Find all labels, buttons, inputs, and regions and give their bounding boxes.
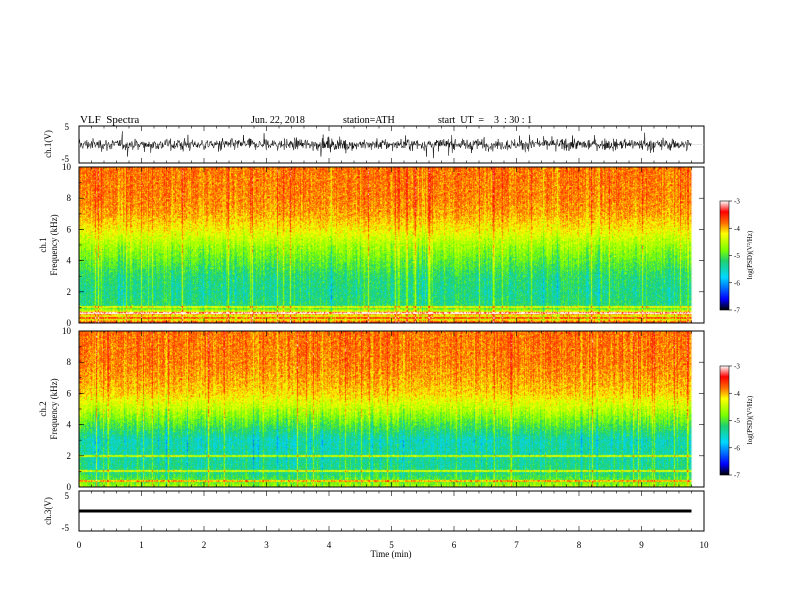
- spec2-yticks: 0 2 4 6 8 10: [62, 326, 704, 492]
- colorbar-1-ticks: -3 -4 -5 -6 -7: [729, 198, 740, 315]
- y-tick-label: 2: [67, 451, 72, 461]
- spec2-heatmap: [79, 331, 694, 487]
- x-tick-label: 5: [389, 540, 394, 550]
- ch1-spectrogram-panel: 0 2 4 6 8 10 ch.1 Frequency (kHz): [38, 162, 705, 328]
- ch3-time-ticks: [78, 491, 705, 531]
- y-tick-label: 10: [62, 162, 72, 172]
- spec1-canvas-wrap: [79, 167, 694, 323]
- ch1-ylabel: ch.1(V): [43, 130, 53, 158]
- spec1-ylabel-channel: ch.1: [38, 237, 48, 252]
- x-tick-label: 6: [452, 540, 457, 550]
- colorbar-2-ticks: -3 -4 -5 -6 -7: [729, 363, 740, 480]
- spec1-heatmap: [79, 167, 694, 323]
- y-tick-label: 6: [67, 224, 72, 234]
- colorbar-tick-label: -6: [734, 279, 740, 287]
- spec1-ylabel-freq: Frequency (kHz): [49, 214, 59, 275]
- colorbar-tick-label: -4: [734, 390, 740, 398]
- ch3-waveform-line: [79, 509, 692, 513]
- spec2-canvas-wrap: [79, 331, 694, 487]
- colorbar-tick-label: -7: [734, 307, 740, 315]
- spec2-ylabel-freq: Frequency (kHz): [49, 378, 59, 439]
- x-tick-label: 7: [514, 540, 519, 550]
- colorbar-1-scale: [719, 200, 730, 311]
- y-tick-label: 4: [67, 420, 72, 430]
- ch2-spectrogram-panel: 0 2 4 6 8 10 ch.2 Frequency (kHz): [38, 326, 705, 492]
- colorbar-tick-label: -5: [734, 417, 740, 425]
- spec1-time-ticks: [78, 167, 705, 323]
- x-tick-label: 0: [77, 540, 82, 550]
- x-tick-labels: 0 1 2 3 4 5 6 7 8 9 10: [77, 540, 709, 550]
- spec1-yticks: 0 2 4 6 8 10: [62, 162, 704, 328]
- ch1-panel: 5 -5 ch.1(V): [43, 122, 705, 164]
- colorbar-2-label: log(PSD)(V²/Hz): [746, 395, 754, 444]
- colorbar-1: -3 -4 -5 -6 -7 log(PSD)(V²/Hz): [719, 198, 754, 315]
- colorbar-2-scale: [719, 365, 730, 476]
- colorbar-tick-label: -3: [734, 363, 740, 371]
- figure-title: VLF Spectra: [80, 114, 140, 126]
- colorbar-tick-label: -3: [734, 198, 740, 206]
- start-ut-label: start UT = 3 : 30 : 1: [438, 115, 533, 126]
- spec2-ylabel-channel: ch.2: [38, 401, 48, 416]
- y-tick-label: 6: [67, 388, 72, 398]
- y-tick-label: 8: [67, 357, 72, 367]
- colorbar-tick-label: -6: [734, 444, 740, 452]
- ch3-panel: 5 -5 ch.3(V) 0 1 2 3 4 5 6 7 8 9 10 Time (min): [43, 490, 709, 559]
- x-tick-label: 9: [639, 540, 644, 550]
- x-tick-label: 10: [700, 540, 710, 550]
- y-tick-label: 0: [67, 482, 72, 492]
- y-tick-label: 4: [67, 256, 72, 266]
- date-label: Jun. 22, 2018: [251, 115, 305, 126]
- x-tick-label: 4: [327, 540, 332, 550]
- x-axis-label: Time (min): [371, 549, 412, 559]
- colorbar-1-label: log(PSD)(V²/Hz): [746, 230, 754, 279]
- ch1-ytick-top: 5: [65, 122, 70, 132]
- y-tick-label: 10: [62, 326, 72, 336]
- x-tick-label: 1: [139, 540, 144, 550]
- spec2-time-ticks: [78, 331, 705, 487]
- y-tick-label: 0: [67, 318, 72, 328]
- colorbar-tick-label: -5: [734, 252, 740, 260]
- x-tick-label: 3: [264, 540, 269, 550]
- x-tick-label: 2: [202, 540, 207, 550]
- colorbar-tick-label: -4: [734, 225, 740, 233]
- y-tick-label: 8: [67, 193, 72, 203]
- station-label: station=ATH: [343, 115, 395, 126]
- x-tick-label: 8: [577, 540, 582, 550]
- colorbar-tick-label: -7: [734, 472, 740, 480]
- ch1-ytick-bottom: -5: [62, 154, 70, 164]
- colorbar-2: -3 -4 -5 -6 -7 log(PSD)(V²/Hz): [719, 363, 754, 480]
- ch3-ylabel: ch.3(V): [43, 497, 53, 525]
- y-tick-label: 2: [67, 287, 72, 297]
- ch1-time-ticks: [78, 126, 705, 163]
- ch3-ytick-top: 5: [65, 491, 70, 501]
- ch3-ytick-bottom: -5: [62, 523, 70, 533]
- ch1-waveform-line: [78, 131, 692, 159]
